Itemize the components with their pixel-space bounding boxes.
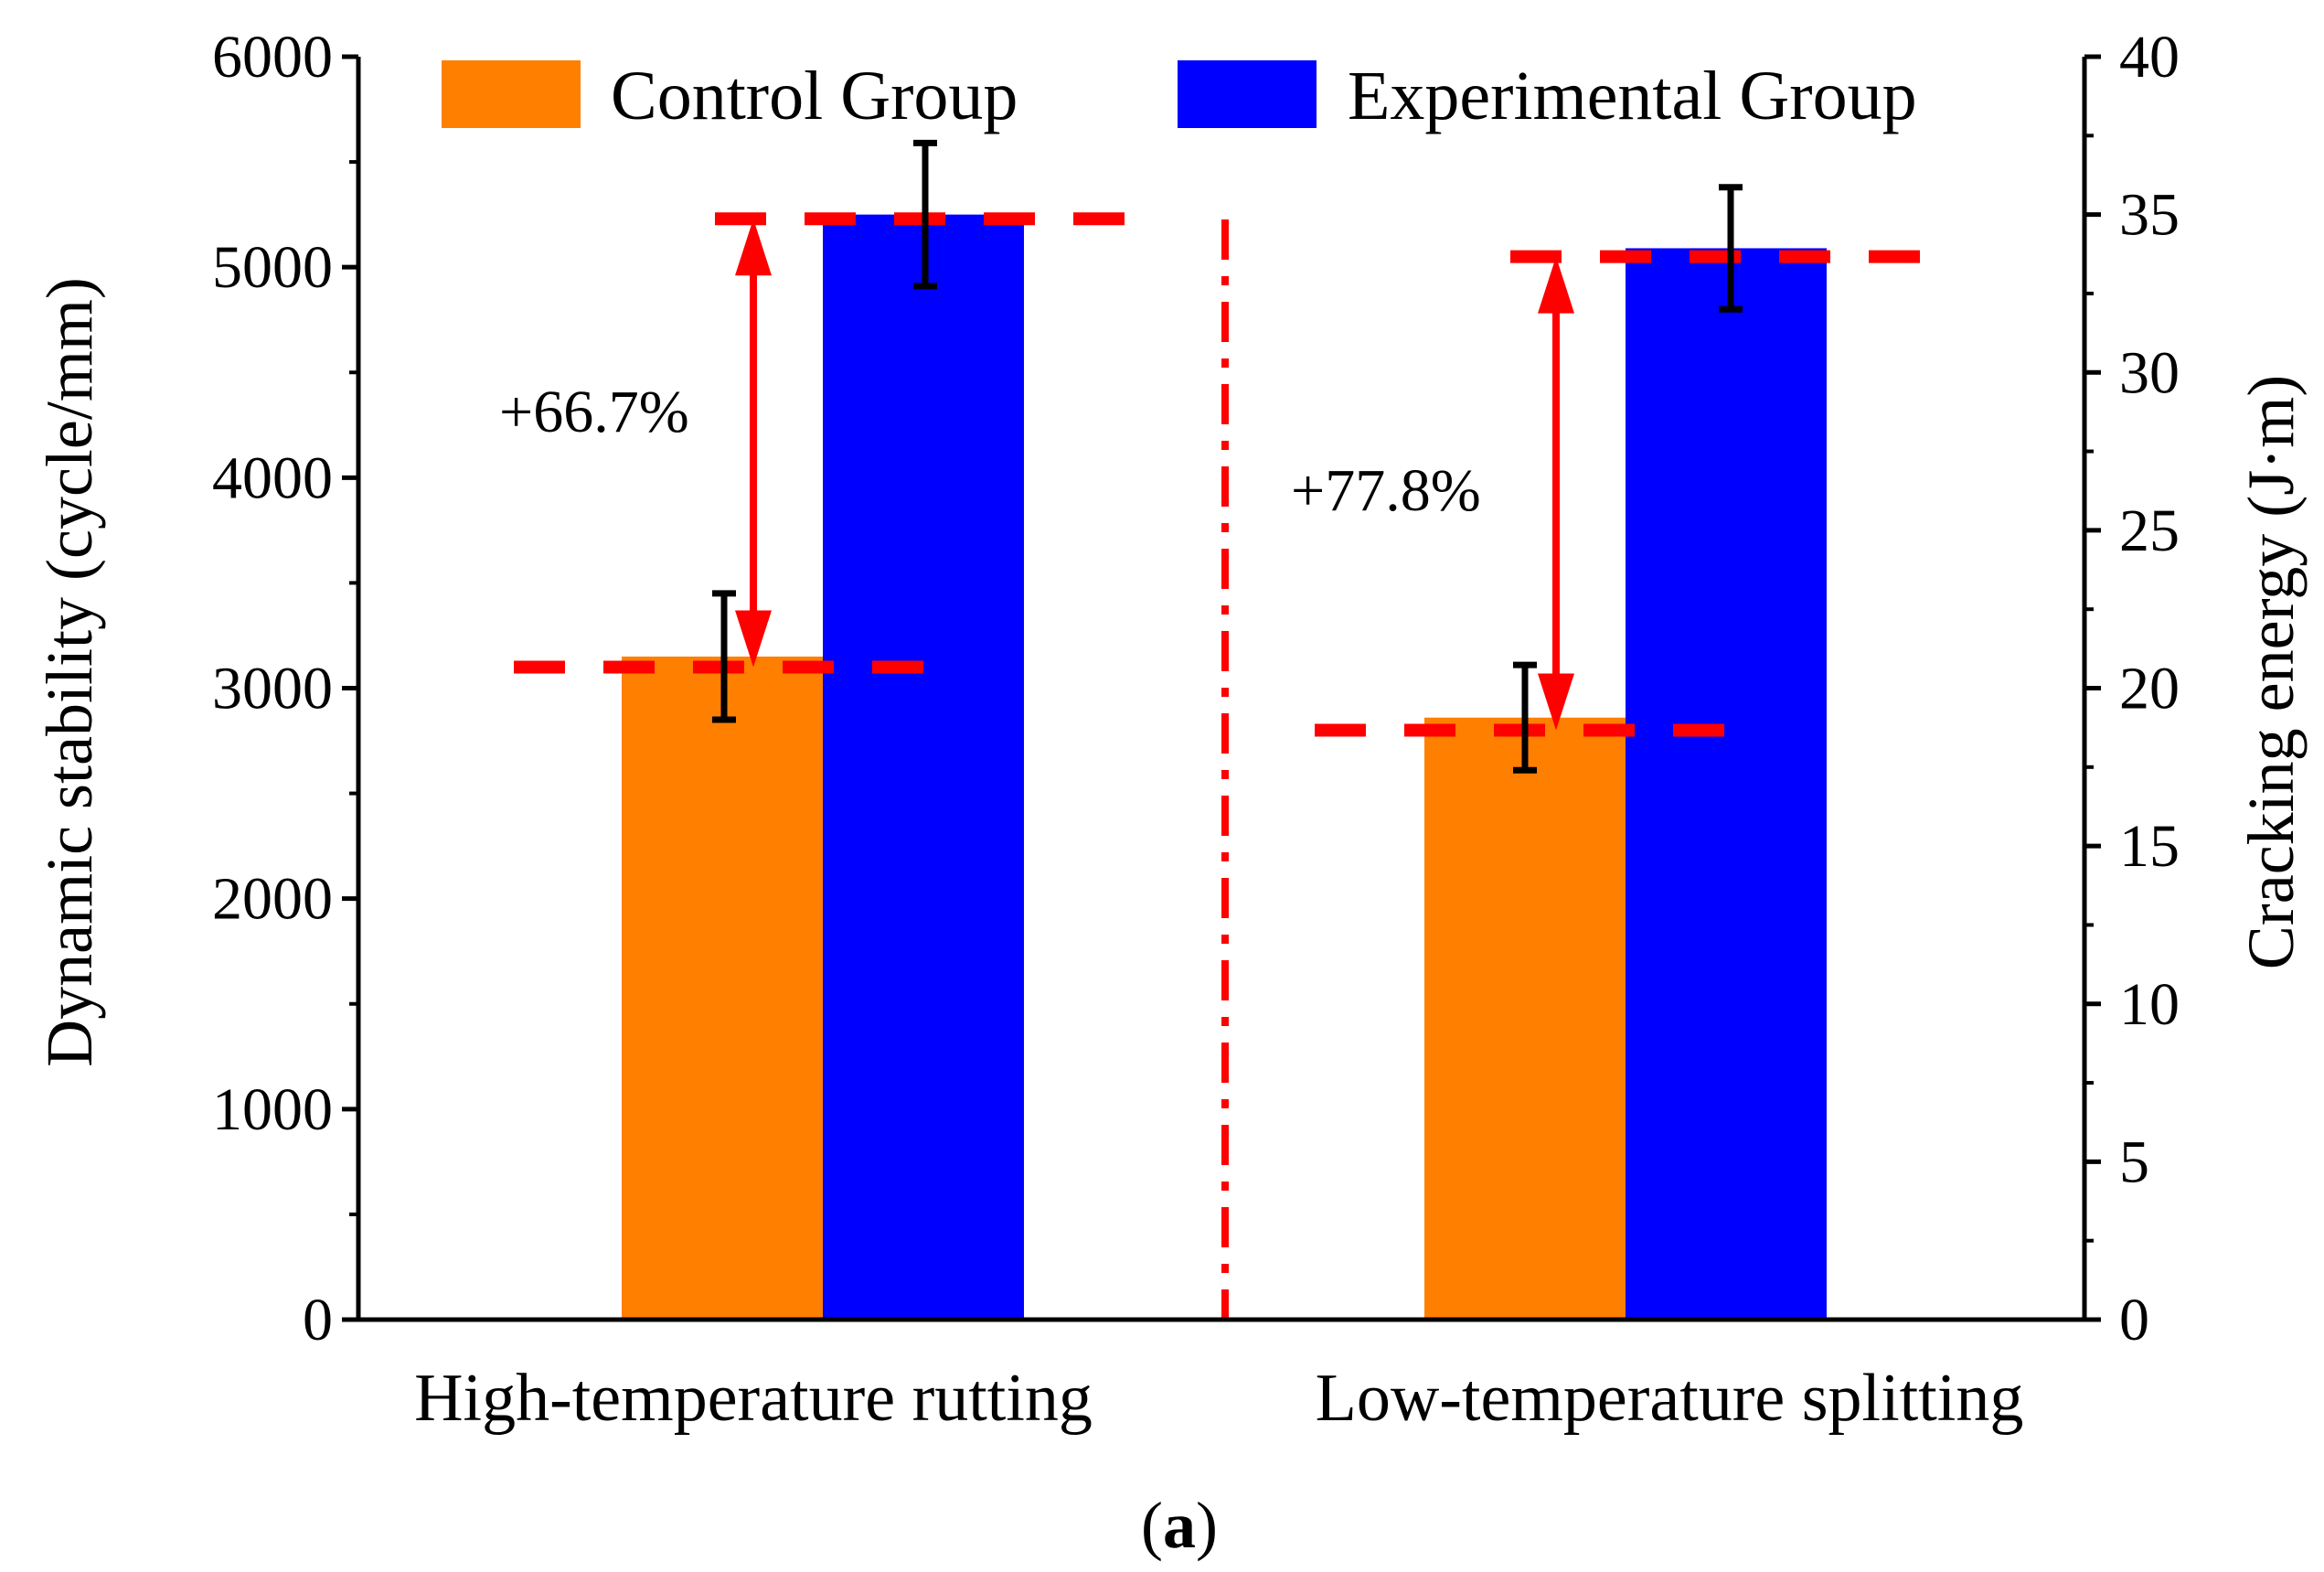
left-tick-label: 6000 <box>212 24 333 91</box>
legend-label-experimental: Experimental Group <box>1348 58 1917 134</box>
bar-control-1 <box>1424 717 1626 1320</box>
right-tick-label: 5 <box>2119 1128 2149 1195</box>
panel-label: (a) <box>1141 1489 1218 1562</box>
left-tick-label: 5000 <box>212 234 333 301</box>
right-tick-label: 15 <box>2119 813 2180 880</box>
arrow-head-up-1 <box>1538 256 1574 314</box>
right-tick-label: 40 <box>2119 24 2180 91</box>
bar-control-0 <box>622 656 823 1320</box>
error-bar-experimental-0 <box>913 139 937 290</box>
panel-label-open: ( <box>1141 1489 1163 1562</box>
left-tick-label: 0 <box>303 1287 333 1353</box>
annotation-text-splitting: +77.8% <box>1291 457 1481 524</box>
legend: Control Group Experimental Group <box>442 58 1917 134</box>
improvement-arrow-0 <box>735 219 772 668</box>
right-tick-label: 35 <box>2119 182 2180 249</box>
left-tick-label: 1000 <box>212 1076 333 1143</box>
error-bar-control-0 <box>712 590 736 723</box>
legend-swatch-experimental <box>1178 60 1317 128</box>
error-bar-control-1 <box>1513 661 1537 774</box>
left-tick-label: 3000 <box>212 656 333 722</box>
panel-label-letter: a <box>1163 1489 1196 1562</box>
arrow-head-down-1 <box>1538 673 1574 731</box>
category-label-rutting: High-temperature rutting <box>414 1361 1093 1436</box>
annotation-text-rutting: +66.7% <box>499 379 689 445</box>
legend-swatch-control <box>442 60 581 128</box>
bar-experimental-1 <box>1626 248 1827 1320</box>
arrow-head-down-0 <box>735 610 772 668</box>
panel-label-close: ) <box>1196 1489 1218 1562</box>
arrow-head-up-0 <box>735 219 772 276</box>
right-tick-label: 20 <box>2119 656 2180 722</box>
category-label-splitting: Low-temperature splitting <box>1316 1361 2024 1436</box>
bar-experimental-0 <box>823 214 1024 1320</box>
right-tick-label: 0 <box>2119 1287 2149 1353</box>
left-tick-label: 2000 <box>212 866 333 933</box>
right-tick-label: 10 <box>2119 971 2180 1038</box>
left-axis-title: Dynamic stability (cycle/mm) <box>33 277 106 1067</box>
right-tick-label: 25 <box>2119 497 2180 564</box>
right-axis-title: Cracking energy (J·m) <box>2234 375 2308 969</box>
right-tick-label: 30 <box>2119 339 2180 406</box>
legend-label-control: Control Group <box>611 58 1018 134</box>
left-tick-label: 4000 <box>212 444 333 511</box>
improvement-arrow-1 <box>1538 256 1574 731</box>
error-bar-experimental-1 <box>1719 184 1743 313</box>
